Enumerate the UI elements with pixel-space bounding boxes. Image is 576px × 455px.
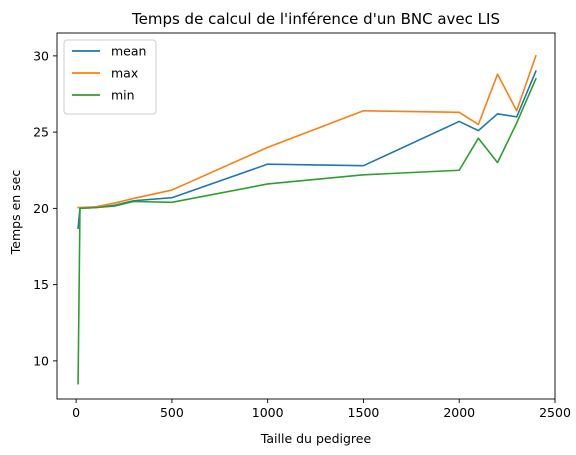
plot-frame <box>56 32 556 400</box>
x-tick-label: 2000 <box>443 405 475 420</box>
y-tick-label: 15 <box>33 277 49 292</box>
x-tick-label: 1500 <box>348 405 380 420</box>
y-tick-label: 25 <box>33 125 49 140</box>
y-tick-label: 10 <box>33 353 49 368</box>
y-tick-label: 30 <box>33 48 49 63</box>
legend-label-max: max <box>111 66 138 81</box>
legend-label-min: min <box>111 88 135 103</box>
legend-label-mean: mean <box>111 44 146 59</box>
x-tick-label: 500 <box>160 405 184 420</box>
series-line-min <box>77 77 537 385</box>
x-tick-label: 0 <box>72 405 80 420</box>
x-tick-label: 1000 <box>252 405 284 420</box>
x-axis-label: Taille du pedigree <box>260 431 372 446</box>
chart-title: Temps de calcul de l'inférence d'un BNC … <box>131 10 500 28</box>
y-tick-label: 20 <box>33 201 49 216</box>
x-axis: 0 500 1000 1500 2000 2500 <box>72 399 571 420</box>
legend: mean max min <box>63 39 157 115</box>
y-axis-label: Temps en sec <box>8 170 23 256</box>
y-axis: 10 15 20 25 30 <box>33 48 57 368</box>
x-tick-label: 2500 <box>539 405 571 420</box>
plot-area <box>56 32 556 400</box>
